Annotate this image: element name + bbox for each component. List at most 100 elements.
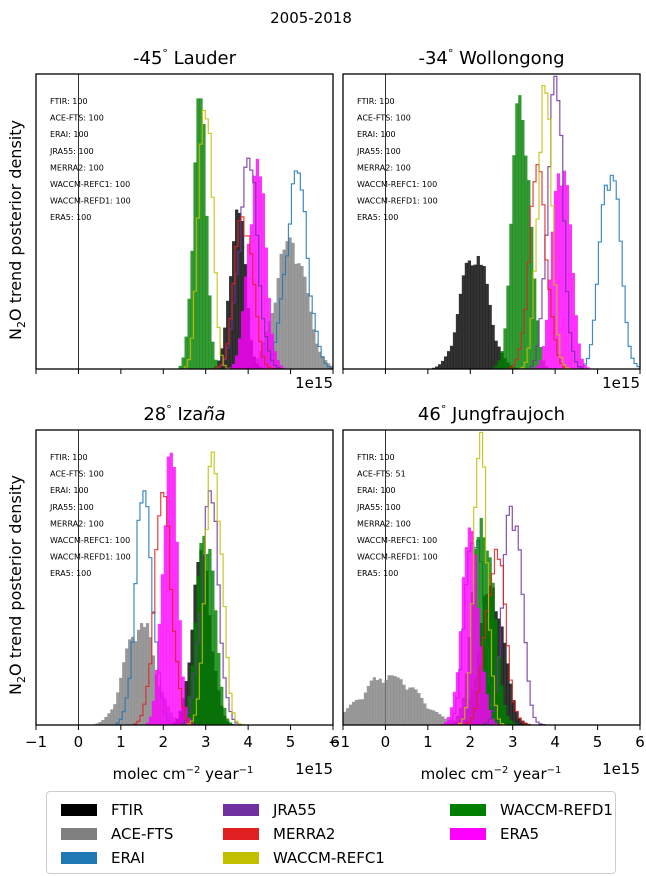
hist-bar [533,367,537,369]
hist-bar [122,662,126,725]
hist-bar [488,304,492,369]
hist-bar [452,332,457,369]
hist-bar [315,343,319,369]
legend-item-waccm-refd1: WACCM-REFD1 [450,801,613,819]
hist-bar [202,535,206,725]
hist-bar [125,648,129,725]
hist-step [183,109,230,369]
hist-bar [181,357,185,369]
hist-bar [420,697,424,725]
hist-bar [375,680,379,725]
annotation-count: MERRA2: 100 [50,519,104,528]
hist-bar [443,718,448,725]
legend-swatch [223,852,259,864]
x-tick-label: 6 [635,733,645,751]
hist-bar [491,582,495,725]
hist-bar [282,249,286,369]
offset-label: 1e15 [295,760,333,778]
hist-bar [503,642,507,725]
hist-bar [509,720,513,725]
series-era5 [533,170,593,369]
x-tick-label: 6 [330,733,340,751]
hist-bar [384,679,388,725]
hist-bar [237,338,242,369]
hist-bar [136,629,141,725]
hist-bar [500,685,504,725]
hist-bar [438,714,442,725]
annotation-count: MERRA2: 100 [357,519,411,528]
hist-bar [181,676,185,725]
x-tick-label: 3 [508,733,518,751]
annotation-count: FTIR: 100 [50,453,88,462]
hist-bar [494,619,498,725]
hist-bar [506,715,510,725]
legend-swatch [61,804,97,816]
hist-bar [357,699,362,725]
annotation-count: ACE-FTS: 100 [50,470,104,479]
hist-bar [246,243,251,369]
hist-bar [565,185,570,369]
hist-bar [196,98,200,369]
hist-bar [518,717,522,725]
hist-bar [217,360,221,369]
hist-bar [196,576,200,725]
hist-bar [240,311,245,369]
annotation-count: ERAI: 100 [357,130,396,139]
hist-bar [184,706,188,725]
hist-bar [184,336,188,369]
hist-bar [482,266,486,369]
hist-bar [190,665,194,725]
hist-bar [399,679,403,725]
annotation-count: ACE-FTS: 100 [50,114,104,123]
series-waccm-refc1 [186,451,245,725]
hist-bar [343,711,347,725]
hist-bar [553,190,558,369]
hist-bar [473,554,477,725]
hist-bar [104,716,108,725]
annotation-count: WACCM-REFD1: 100 [357,553,438,562]
hist-step [529,75,585,369]
hist-step [133,492,195,725]
hist-bar [234,355,239,369]
hist-bar [187,662,191,725]
hist-bar [208,548,212,725]
figure: 2005-2018 N2O trend posterior density N2… [6,9,645,783]
series-merra2 [464,548,531,725]
hist-bar [506,285,510,369]
hist-bar [378,678,382,725]
hist-step [458,431,507,725]
hist-bar [479,517,483,725]
hist-bar [199,98,203,369]
hist-bar [107,713,111,725]
hist-bar [223,707,227,725]
hist-bar [234,209,239,369]
hist-bar [571,272,575,369]
hist-bar [360,699,365,725]
hist-bar [527,180,531,369]
hist-bar [509,683,513,725]
hist-bar [252,175,257,369]
hist-bar [205,215,209,369]
annotation-count: WACCM-REFD1: 100 [50,197,131,206]
hist-bar [580,358,584,369]
hist-bar [467,527,472,725]
annotation-count: FTIR: 100 [357,97,395,106]
axes-frame [35,429,334,726]
hist-bar [214,610,218,725]
hist-bar [337,717,340,725]
hist-bar [491,718,495,725]
hist-bar [220,348,224,369]
hist-bar [306,293,310,369]
panel-4: 46° Jungfraujoch −1 0 1 2 3 4 5 6 1e15 FTIR: 100 AC… [328,403,645,778]
hist-bar [396,677,400,725]
hist-bar [187,717,191,725]
x-tick-label: 4 [550,733,560,751]
hist-bar [193,162,197,369]
hist-bar [363,692,368,725]
hist-bar [116,692,120,725]
hist-bar [435,366,439,369]
hist-bar [351,701,356,725]
hist-bar [458,631,463,725]
hist-bar [435,712,439,725]
hist-bar [467,260,472,369]
